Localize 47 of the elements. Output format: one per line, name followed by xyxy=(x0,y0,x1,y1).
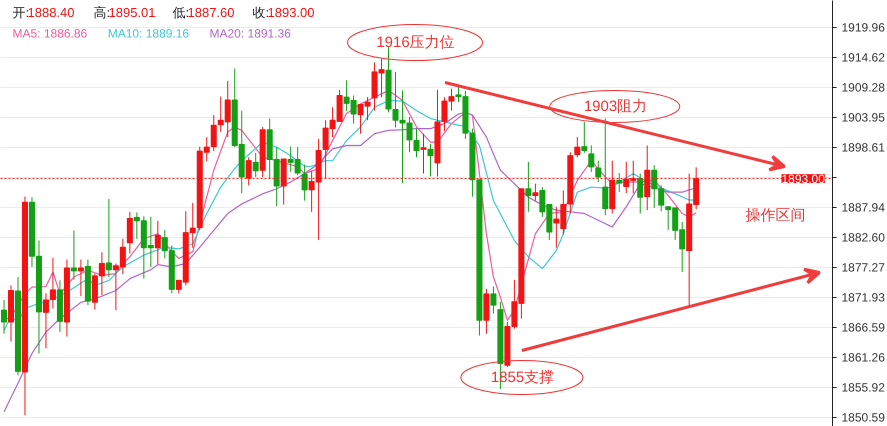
text: MA20: 1891.36 xyxy=(210,26,292,40)
ref-line-label: 1893.00 xyxy=(782,172,826,186)
candlestick xyxy=(154,220,161,265)
candlestick xyxy=(302,164,308,202)
y-tick-label: 1882.60 xyxy=(842,230,886,245)
y-tick-label: 1850.59 xyxy=(842,410,886,424)
y-tick-label: 1903.95 xyxy=(842,110,886,125)
y-tick-label: 1909.28 xyxy=(842,80,886,95)
candlestick xyxy=(70,230,77,280)
text: MA10: 1889.16 xyxy=(108,26,190,40)
candlestick xyxy=(602,118,608,216)
candlestick xyxy=(581,121,588,154)
y-tick-label: 1914.62 xyxy=(842,50,886,65)
candlestick xyxy=(574,136,580,158)
candlestick xyxy=(78,259,84,297)
candlestick xyxy=(427,143,434,177)
annotation: 收: xyxy=(252,5,270,20)
candlestick xyxy=(490,286,496,314)
annotation: 1903阻力 xyxy=(584,98,648,115)
candlestick xyxy=(532,183,538,202)
y-tick-label: 1855.92 xyxy=(842,380,886,395)
text: MA5: 1886.86 xyxy=(12,26,88,40)
annotation: 低: xyxy=(172,5,190,20)
y-tick-label: 1898.61 xyxy=(842,140,886,155)
candlestick xyxy=(595,160,602,183)
y-tick-label: 1866.59 xyxy=(842,320,886,335)
annotation: 高: xyxy=(94,5,110,20)
candlestick xyxy=(0,300,8,334)
annotation: 1895.01 xyxy=(108,5,156,20)
candlestick xyxy=(616,172,622,193)
y-tick-label: 1887.94 xyxy=(842,200,886,215)
candlestick xyxy=(106,198,112,278)
annotation: 操作区间 xyxy=(746,207,806,224)
candlestick xyxy=(588,144,594,172)
y-tick-label: 1861.26 xyxy=(842,350,886,365)
candlestick xyxy=(637,173,644,214)
candlestick xyxy=(525,161,532,212)
annotation: 开: xyxy=(12,5,30,20)
candlestick xyxy=(420,133,427,174)
candlestick xyxy=(252,152,259,178)
annotation: 1887.60 xyxy=(188,5,234,20)
annotation: 1916压力位 xyxy=(376,34,455,51)
annotation: 1888.40 xyxy=(28,5,74,20)
y-tick-label: 1871.93 xyxy=(842,290,886,305)
y-tick-label: 1877.27 xyxy=(842,260,886,275)
annotation: 1893.00 xyxy=(268,5,314,20)
y-tick-label: 1919.96 xyxy=(842,20,886,35)
